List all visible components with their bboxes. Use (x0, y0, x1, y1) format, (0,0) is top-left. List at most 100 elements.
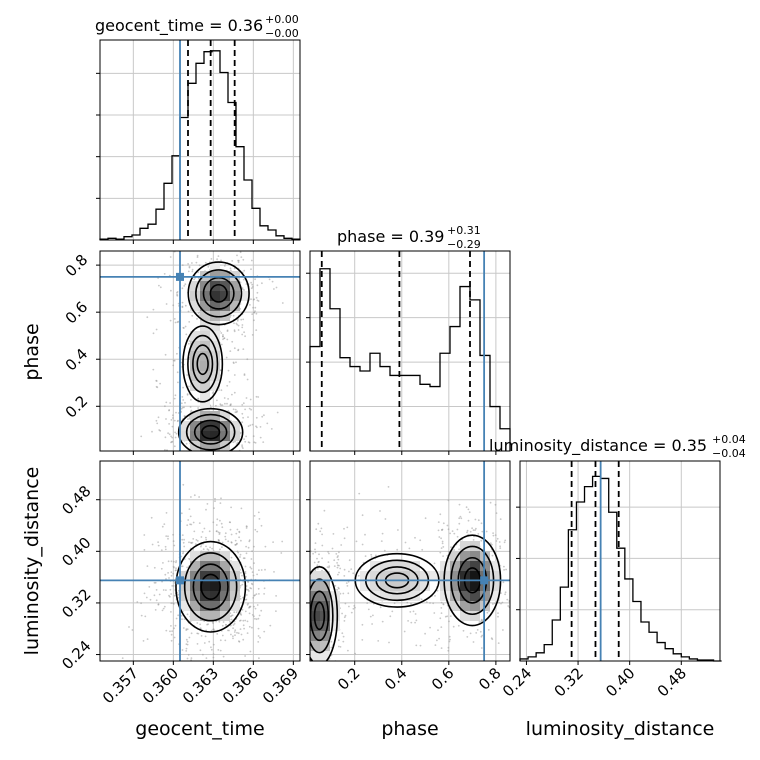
sample-point (201, 531, 204, 533)
sample-point (448, 620, 450, 623)
sample-point (253, 615, 255, 618)
sample-point (165, 303, 168, 305)
sample-point (259, 436, 262, 439)
sample-point (361, 639, 364, 641)
sample-point (437, 529, 440, 532)
density-cell (450, 601, 460, 611)
sample-point (314, 542, 317, 544)
sample-point (242, 596, 244, 599)
sample-point (221, 546, 223, 548)
density-cell (320, 651, 330, 661)
sample-point (172, 414, 174, 417)
density-cell (210, 431, 220, 441)
sample-point (456, 528, 459, 531)
sample-point (234, 408, 237, 411)
sample-point (254, 441, 257, 444)
sample-point (171, 630, 174, 632)
sample-point (186, 640, 189, 643)
sample-point (251, 550, 254, 553)
sample-point (366, 602, 369, 604)
sample-point (256, 284, 259, 287)
sample-point (441, 540, 444, 543)
sample-point (173, 636, 176, 639)
sample-point (420, 598, 423, 601)
sample-point (255, 395, 258, 398)
sample-point (188, 385, 190, 388)
density-cell (200, 441, 210, 451)
sample-point (321, 533, 323, 536)
contour-0-1 (310, 578, 334, 654)
contour-2-2 (192, 344, 214, 384)
sample-point (471, 527, 473, 530)
sample-point (157, 541, 160, 543)
sample-point (230, 618, 233, 621)
density-cell (200, 301, 210, 311)
density-cell (460, 611, 470, 621)
sample-point (442, 522, 445, 525)
joint-geocent_time-luminosity_distance (96, 460, 301, 665)
sample-point (251, 334, 254, 336)
sample-point (444, 615, 447, 618)
sample-point (439, 551, 442, 554)
sample-point (241, 445, 244, 448)
sample-point (352, 572, 355, 575)
sample-point (164, 573, 167, 576)
xlabel-phase: phase (381, 718, 438, 740)
sample-point (330, 646, 333, 649)
sample-point (182, 399, 185, 401)
sample-point (353, 605, 356, 607)
sample-point (146, 316, 149, 319)
sample-point (170, 593, 173, 595)
sample-point (256, 291, 259, 294)
sample-point (341, 612, 343, 615)
contour-0-3 (313, 601, 326, 631)
sample-point (357, 574, 360, 577)
density-cell (380, 591, 390, 601)
sample-point (239, 553, 242, 556)
sample-point (250, 558, 253, 560)
sample-point (233, 631, 236, 633)
density-cell (210, 261, 220, 271)
sample-point (196, 256, 199, 258)
density-cell (190, 281, 200, 291)
sample-point (205, 538, 208, 541)
sample-point (219, 639, 222, 642)
sample-point (164, 545, 167, 548)
sample-point (476, 629, 479, 631)
sample-point (140, 614, 143, 617)
density-cell (210, 411, 220, 421)
sample-point (159, 382, 162, 385)
sample-point (172, 602, 174, 604)
sample-point (342, 635, 345, 638)
sample-point (219, 649, 222, 652)
sample-point (146, 638, 149, 640)
sample-point (220, 343, 223, 346)
sample-point (185, 650, 188, 652)
sample-point (121, 657, 124, 659)
sample-point (491, 554, 494, 557)
sample-point (223, 265, 226, 267)
sample-point (236, 410, 239, 413)
sample-point (153, 594, 156, 597)
sample-point (200, 536, 203, 538)
sample-point (181, 264, 184, 266)
contour-1-1 (185, 413, 236, 451)
sample-point (181, 301, 184, 304)
sample-point (474, 529, 476, 531)
sample-point (245, 552, 248, 555)
density-cell (460, 601, 470, 611)
sample-point (345, 582, 348, 584)
density-cell (330, 621, 340, 631)
sample-point (162, 562, 164, 564)
density-cell (200, 311, 210, 321)
sample-point (140, 435, 143, 438)
sample-point (156, 422, 159, 425)
title-geocent-time-minus: −0.00 (265, 27, 299, 40)
sample-point (467, 508, 470, 511)
sample-point (190, 657, 193, 659)
sample-point (256, 299, 259, 302)
panel-frame-geocent_time (99, 39, 301, 241)
density-cell (220, 561, 230, 571)
sample-point (192, 538, 195, 540)
